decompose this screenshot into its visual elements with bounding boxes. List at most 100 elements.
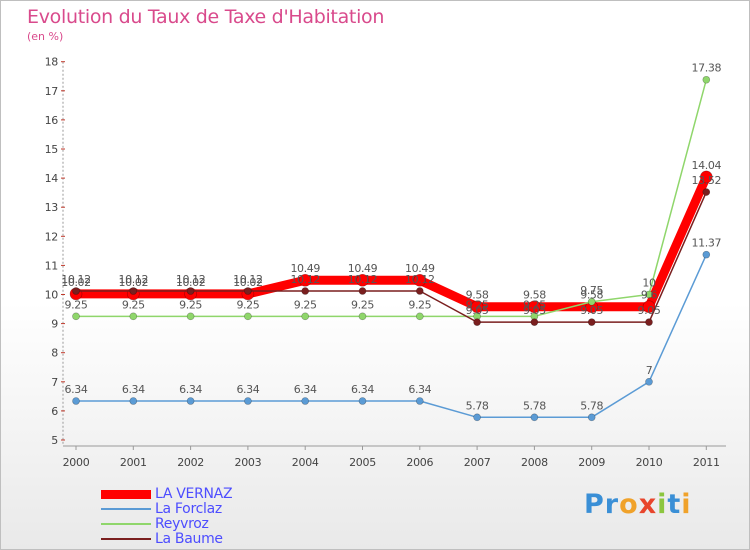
y-tick-label: 17 [45,85,59,98]
data-point [301,312,310,321]
data-label: 5.78 [523,399,546,412]
x-tick-label: 2002 [177,456,204,469]
data-point [186,287,195,295]
data-label: 10.02 [61,276,91,289]
data-point [645,318,653,326]
data-label: 9.6 [641,289,658,302]
data-point [358,312,367,321]
x-tick-label: 2005 [349,456,376,469]
data-label: 9.25 [236,298,259,311]
data-label: 6.34 [294,383,317,396]
legend-item: La Forclaz [101,502,361,517]
y-tick-label: 6 [51,405,58,418]
legend-swatch [101,489,151,499]
data-point [72,312,80,321]
data-label: 10 [642,277,656,290]
data-label: 13.52 [692,174,722,187]
data-point [298,273,312,287]
logo-letter: r [604,489,620,520]
data-label: 6.34 [122,383,145,396]
logo-letter: t [667,489,682,520]
logo-letter: P [584,489,605,520]
data-label: 10.49 [405,262,435,275]
data-label: 9.25 [351,298,374,311]
data-point [645,377,653,386]
legend-swatch [101,523,151,525]
data-point [587,318,596,326]
data-label: 9.25 [294,298,317,311]
data-point [186,312,195,321]
data-point [244,312,252,321]
y-tick-label: 8 [51,347,58,360]
y-tick-label: 14 [45,172,59,185]
data-label: 10.12 [61,273,91,286]
logo-letter: i [681,489,692,520]
logo-letter: i [657,489,668,520]
x-tick-label: 2001 [120,456,147,469]
series-layer [69,75,713,422]
data-point [415,287,424,295]
series-line-la-forclaz [76,254,707,419]
data-label: 9.25 [179,298,202,311]
x-tick-label: 2006 [406,456,433,469]
data-label: 9.05 [638,304,661,317]
data-point [415,312,424,321]
data-point [587,413,596,422]
legend-item: Reyvroz [101,517,361,532]
y-tick-label: 15 [45,143,59,156]
data-label: 9.05 [580,304,603,317]
legend-label: La Baume [155,531,223,547]
data-label: 10.12 [290,273,320,286]
data-label: 7 [646,364,653,377]
data-label: 10.02 [119,276,149,289]
chart-subtitle: (en %) [27,30,64,43]
legend-label: Reyvroz [155,516,209,532]
x-tick-label: 2004 [292,456,319,469]
legend-item: La Baume [101,532,361,547]
data-point [415,397,424,405]
data-label: 9.58 [523,289,546,302]
x-tick-label: 2011 [693,456,720,469]
data-point [244,287,252,295]
y-tick-label: 10 [45,289,59,302]
y-tick-label: 18 [45,56,59,69]
x-tick-label: 2007 [464,456,491,469]
data-point [129,397,138,405]
data-point [186,397,195,405]
data-label: 10.12 [405,273,435,286]
data-point [72,287,80,295]
data-point [356,273,369,287]
data-point [645,290,653,299]
data-label: 9.05 [466,304,489,317]
data-label: 10.12 [233,273,263,286]
data-label: 6.34 [351,383,374,396]
y-tick-label: 13 [45,201,59,214]
data-label: 10.12 [176,273,206,286]
x-tick-label: 2008 [521,456,548,469]
data-label: 9.05 [523,304,546,317]
x-tick-label: 2000 [63,456,90,469]
data-label: 9.25 [466,298,489,311]
legend-swatch [101,538,151,540]
series-line-la-baume [76,191,707,323]
data-point [530,413,539,422]
data-label: 10.49 [290,262,320,275]
chart-axes: 5 6 7 8 9 10 11 12 13 14 15 16 17 18 2000 2001 2002 2003 2… [45,56,726,469]
data-point [702,75,711,84]
data-label: 9.58 [466,289,489,302]
data-point [413,273,427,287]
data-label: 14.04 [692,159,722,172]
x-tick-label: 2010 [636,456,663,469]
data-label: 9.25 [122,298,145,311]
data-label: 10.12 [119,273,149,286]
series-line-la-vernaz [76,175,711,312]
data-label: 6.34 [236,383,259,396]
data-point [301,287,310,295]
data-point [129,312,138,321]
data-label: 11.37 [692,237,722,250]
data-point [702,188,711,196]
y-tick-label: 5 [51,434,58,447]
data-point [129,287,138,295]
data-label: 9.25 [65,298,88,311]
